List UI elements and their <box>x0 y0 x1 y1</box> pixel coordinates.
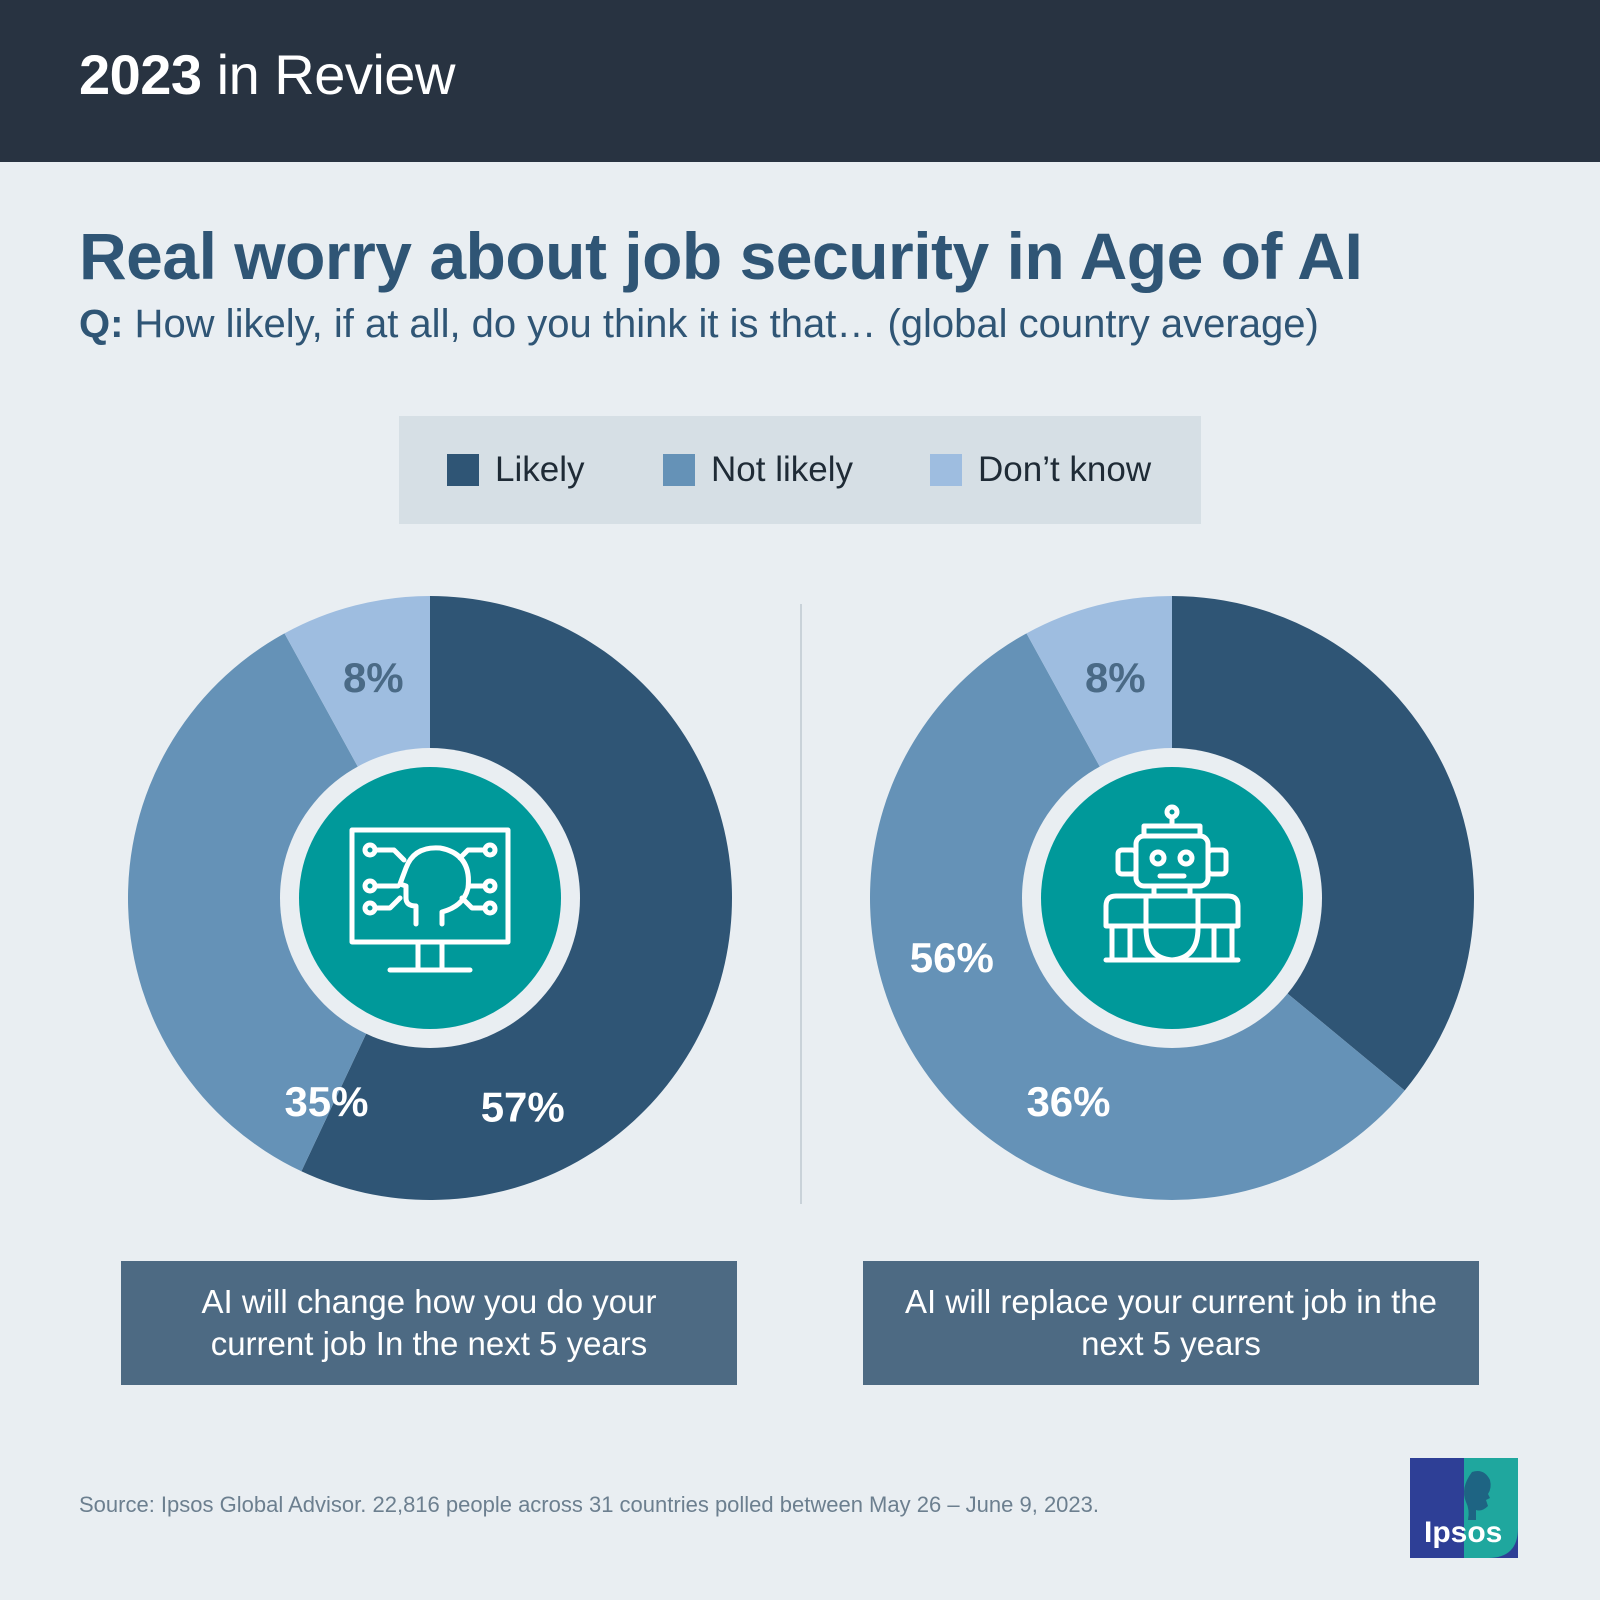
slice-not-likely <box>128 633 430 1172</box>
slice-likely <box>1172 596 1474 1091</box>
legend-label-not-likely: Not likely <box>711 450 853 489</box>
data-label-not-likely: 56% <box>910 934 994 981</box>
data-label-likely: 57% <box>481 1083 565 1130</box>
legend-label-dont-know: Don’t know <box>978 450 1152 489</box>
source-note: Source: Ipsos Global Advisor. 22,816 peo… <box>79 1492 1099 1517</box>
question-text: How likely, if at all, do you think it i… <box>123 302 1319 346</box>
legend-item-likely: Likely <box>447 450 585 489</box>
data-label-not-likely: 35% <box>284 1078 368 1125</box>
donut-center <box>299 767 561 1029</box>
banner-rest: in Review <box>201 43 456 106</box>
data-label-don-t-know: 8% <box>1085 654 1146 701</box>
legend-item-not-likely: Not likely <box>663 450 853 489</box>
top-banner: 2023 in Review <box>0 0 1600 162</box>
question: Q: How likely, if at all, do you think i… <box>79 302 1319 347</box>
logo-text: Ipsos <box>1424 1516 1502 1549</box>
legend-swatch-dont-know <box>930 454 962 486</box>
headline: Real worry about job security in Age of … <box>79 219 1363 293</box>
banner-title: 2023 in Review <box>79 42 455 107</box>
legend-swatch-not-likely <box>663 454 695 486</box>
data-label-don-t-know: 8% <box>343 654 404 701</box>
legend-label-likely: Likely <box>495 450 585 489</box>
data-label-likely: 36% <box>1026 1078 1110 1125</box>
caption-change-job: AI will change how you do your current j… <box>121 1261 737 1385</box>
donut-chart-change-job: 57% 35% 8% <box>128 596 732 1200</box>
legend: Likely Not likely Don’t know <box>399 416 1201 524</box>
ipsos-logo: Ipsos <box>1410 1458 1518 1558</box>
banner-year: 2023 <box>79 43 202 106</box>
robot-icon <box>1103 804 1241 963</box>
question-prefix: Q: <box>79 302 124 346</box>
divider <box>800 604 802 1204</box>
legend-swatch-likely <box>447 454 479 486</box>
caption-replace-job: AI will replace your current job in the … <box>863 1261 1479 1385</box>
computer-head-icon <box>349 827 511 973</box>
donut-chart-replace-job: 36% 56% 8% <box>870 596 1474 1200</box>
legend-item-dont-know: Don’t know <box>930 450 1152 489</box>
